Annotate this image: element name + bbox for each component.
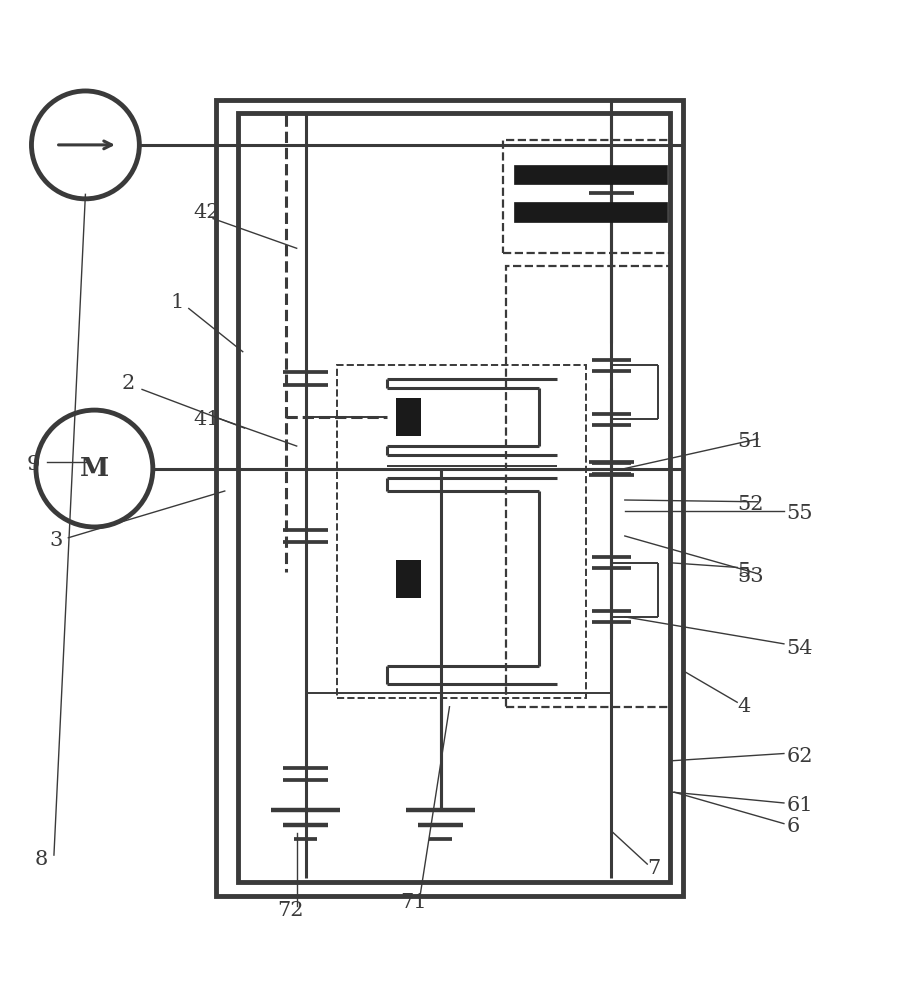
Text: 52: 52 <box>737 495 763 514</box>
Bar <box>396 398 421 436</box>
Text: 72: 72 <box>277 901 303 920</box>
Bar <box>514 202 667 222</box>
Text: 61: 61 <box>787 796 814 815</box>
Bar <box>514 165 667 184</box>
Text: 6: 6 <box>787 817 800 836</box>
Text: 54: 54 <box>787 639 813 658</box>
Text: 3: 3 <box>49 531 63 550</box>
Text: 71: 71 <box>400 893 427 912</box>
Text: 55: 55 <box>787 504 813 523</box>
Text: 53: 53 <box>737 567 764 586</box>
Text: 8: 8 <box>34 850 48 869</box>
Text: 51: 51 <box>737 432 764 451</box>
Text: 62: 62 <box>787 747 813 766</box>
Text: 4: 4 <box>737 697 751 716</box>
Text: 7: 7 <box>647 859 661 878</box>
Bar <box>216 100 683 896</box>
Text: 2: 2 <box>121 374 135 393</box>
Text: 42: 42 <box>193 203 219 222</box>
Bar <box>238 113 670 882</box>
Text: 41: 41 <box>193 410 220 429</box>
Text: 5: 5 <box>737 562 751 581</box>
Bar <box>337 365 586 698</box>
Text: 1: 1 <box>171 293 184 312</box>
Bar <box>396 560 421 598</box>
Text: 9: 9 <box>27 455 40 474</box>
Bar <box>506 266 670 707</box>
Text: M: M <box>80 456 109 481</box>
Bar <box>503 140 670 253</box>
